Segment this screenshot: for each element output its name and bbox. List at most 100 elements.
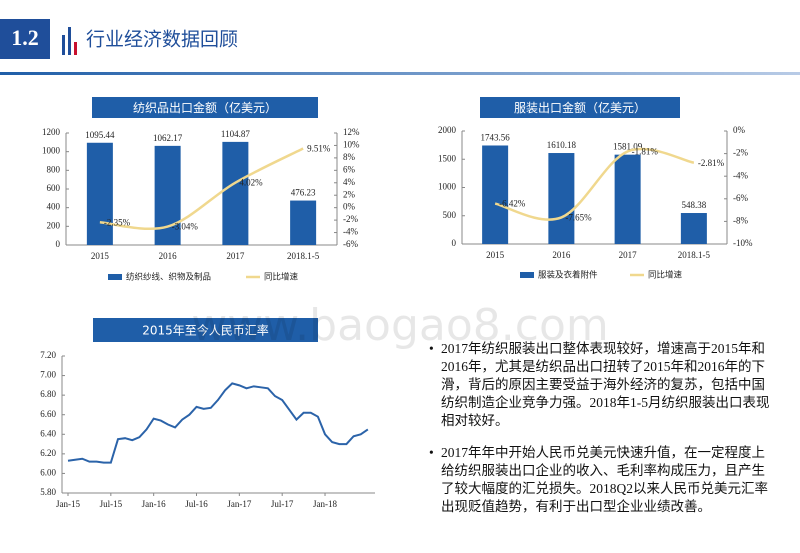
x-tick-label: 2018.1-5	[678, 250, 711, 260]
growth-line	[494, 147, 695, 221]
header-rule	[0, 72, 800, 75]
data-label: 548.38	[682, 200, 707, 210]
data-label: 1610.18	[547, 140, 577, 150]
tick-label: 6.40	[40, 428, 56, 438]
tick-label: 8%	[343, 152, 356, 162]
tick-label: -6%	[733, 193, 748, 203]
chart-title-box	[93, 318, 318, 342]
bullets: 2017年纺织服装出口整体表现较好，增速高于2015年和2016年，尤其是纺织品…	[425, 340, 770, 530]
tick-label: -2%	[733, 148, 748, 158]
bar	[614, 154, 641, 244]
tick-label: 6.80	[40, 389, 56, 399]
chart-title: 纺织品出口金额（亿美元）	[133, 100, 277, 115]
section-number: 1.2	[11, 25, 39, 50]
x-tick-label: 2016	[552, 250, 571, 260]
data-label: 476.23	[291, 188, 316, 198]
legend-label: 纺织纱线、织物及制品	[126, 272, 211, 283]
x-tick-label: 2017	[619, 250, 638, 260]
bar	[482, 145, 509, 244]
legend-swatch	[108, 274, 122, 280]
rate-line	[67, 382, 369, 464]
tick-label: 7.20	[40, 350, 56, 360]
chart-title-box	[480, 97, 680, 118]
tick-label: 10%	[343, 140, 360, 150]
tick-label: 1000	[438, 182, 457, 192]
data-label: 1743.56	[481, 133, 511, 143]
bar	[86, 142, 113, 245]
x-tick-label: Jul-15	[100, 499, 123, 509]
tick-label: 5.80	[40, 487, 56, 497]
x-tick-label: Jan-18	[313, 499, 337, 509]
bar	[680, 213, 707, 244]
x-tick-label: 2018.1-5	[287, 251, 320, 261]
legend-label: 服装及衣着附件	[538, 270, 598, 281]
data-label: 1581.09	[613, 142, 643, 152]
tick-label: 600	[47, 183, 61, 193]
tick-label: 12%	[343, 127, 360, 137]
x-tick-label: 2017	[226, 251, 245, 261]
tick-label: -8%	[733, 215, 748, 225]
tick-label: 1200	[42, 127, 61, 137]
legend-label: 同比增速	[264, 272, 299, 283]
bar	[222, 141, 249, 245]
x-tick-label: Jul-16	[185, 499, 208, 509]
chart-title-box	[92, 97, 318, 118]
x-tick-label: 2015	[91, 251, 110, 261]
tick-label: 6.00	[40, 467, 56, 477]
data-label: -2.35%	[104, 217, 131, 227]
tick-label: 0%	[343, 202, 356, 212]
bar	[290, 200, 317, 245]
chart-title: 服装出口金额（亿美元）	[514, 100, 646, 115]
tick-label: 800	[47, 164, 61, 174]
tick-label: 0	[56, 239, 61, 249]
data-label: -6.42%	[499, 199, 526, 209]
deco	[62, 35, 65, 55]
data-label: 1104.87	[221, 129, 250, 139]
tick-label: 500	[443, 210, 457, 220]
tick-label: 0%	[733, 125, 746, 135]
bullet: 2017年年中开始人民币兑美元快速升值，在一定程度上给纺织服装出口企业的收入、毛…	[425, 444, 770, 516]
tick-label: 4%	[343, 177, 356, 187]
tick-label: -10%	[733, 238, 753, 248]
data-label: -1.81%	[632, 147, 659, 157]
x-tick-label: Jan-15	[56, 499, 80, 509]
data-label: 4.02%	[239, 178, 263, 188]
data-label: 1095.44	[85, 130, 115, 140]
tick-label: -2%	[343, 214, 358, 224]
bullet: 2017年纺织服装出口整体表现较好，增速高于2015年和2016年，尤其是纺织品…	[425, 340, 770, 430]
x-tick-label: Jan-16	[142, 499, 166, 509]
tick-label: 0	[452, 238, 457, 248]
legend-label: 同比增速	[648, 270, 683, 281]
tick-label: -4%	[343, 227, 358, 237]
tick-label: 6%	[343, 164, 356, 174]
tick-label: -4%	[733, 170, 748, 180]
tick-label: -6%	[343, 239, 358, 249]
deco	[68, 27, 71, 55]
x-tick-label: 2016	[159, 251, 178, 261]
tick-label: 1000	[42, 146, 61, 156]
bar	[548, 153, 575, 244]
page-title: 行业经济数据回顾	[86, 29, 238, 51]
deco	[74, 42, 77, 55]
tick-label: 400	[47, 202, 61, 212]
data-label: -2.81%	[698, 158, 725, 168]
growth-line	[99, 147, 304, 231]
data-label: -3.04%	[172, 222, 199, 232]
charts: 纺织品出口金额（亿美元）020040060080010001200-6%-4%-…	[40, 97, 753, 509]
tick-label: 2000	[438, 125, 457, 135]
data-label: -7.65%	[565, 213, 592, 223]
tick-label: 6.20	[40, 448, 56, 458]
data-label: 9.51%	[307, 144, 331, 154]
legend-swatch	[520, 272, 534, 278]
tick-label: 1500	[438, 153, 457, 163]
tick-label: 2%	[343, 189, 356, 199]
x-tick-label: 2015	[486, 250, 505, 260]
data-label: 1062.17	[153, 133, 183, 143]
tick-label: 7.00	[40, 370, 56, 380]
x-tick-label: Jan-17	[227, 499, 251, 509]
section-box	[0, 19, 50, 59]
x-tick-label: Jul-17	[271, 499, 294, 509]
tick-label: 6.60	[40, 409, 56, 419]
